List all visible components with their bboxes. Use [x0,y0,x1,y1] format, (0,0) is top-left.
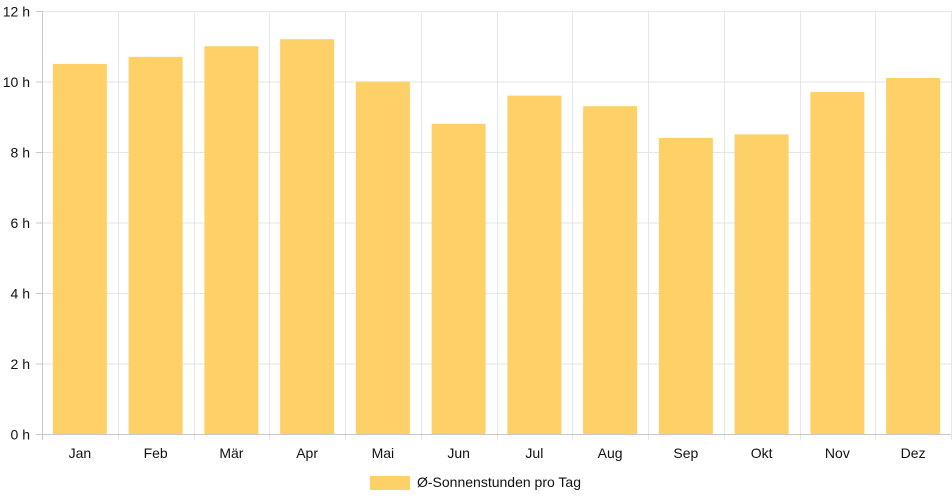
y-tick-label: 10 h [3,74,30,90]
legend[interactable]: Ø-Sonnenstunden pro Tag [370,474,581,490]
bar-jun[interactable] [431,123,486,435]
x-tick-label: Jul [525,445,543,461]
x-tick-label: Apr [296,445,318,461]
bar-okt[interactable] [734,134,789,434]
x-tick-label: Mai [372,445,395,461]
bar-mai[interactable] [355,81,410,435]
bar-apr[interactable] [280,39,335,434]
y-tick-label: 2 h [11,356,30,372]
y-tick-label: 0 h [11,427,30,443]
x-tick-label: Jan [69,445,92,461]
x-tick-label: Aug [598,445,623,461]
x-tick-label: Dez [901,445,926,461]
x-tick-label: Jun [447,445,470,461]
bar-aug[interactable] [583,106,638,435]
legend-label: Ø-Sonnenstunden pro Tag [417,474,581,490]
bar-jul[interactable] [507,95,562,434]
y-axis-ticks: 0 h 2 h 4 h 6 h 8 h 10 h 12 h [3,4,30,443]
bar-jan[interactable] [52,63,107,434]
bars [52,39,941,435]
bar-dez[interactable] [886,77,941,434]
x-tick-label: Nov [825,445,850,461]
x-tick-label: Mär [219,445,243,461]
axes [36,11,951,440]
bar-sep[interactable] [658,137,713,434]
y-tick-label: 8 h [11,145,30,161]
y-tick-label: 12 h [3,4,30,20]
y-tick-label: 4 h [11,286,30,302]
x-tick-label: Sep [673,445,698,461]
x-axis-ticks: Jan Feb Mär Apr Mai Jun Jul Aug Sep Okt Nov Dez [69,445,926,461]
y-tick-label: 6 h [11,215,30,231]
bar-feb[interactable] [128,56,183,434]
legend-swatch [370,476,410,490]
x-tick-label: Okt [751,445,773,461]
bar-nov[interactable] [810,92,865,434]
bar-mär[interactable] [204,46,259,434]
x-tick-label: Feb [144,445,168,461]
